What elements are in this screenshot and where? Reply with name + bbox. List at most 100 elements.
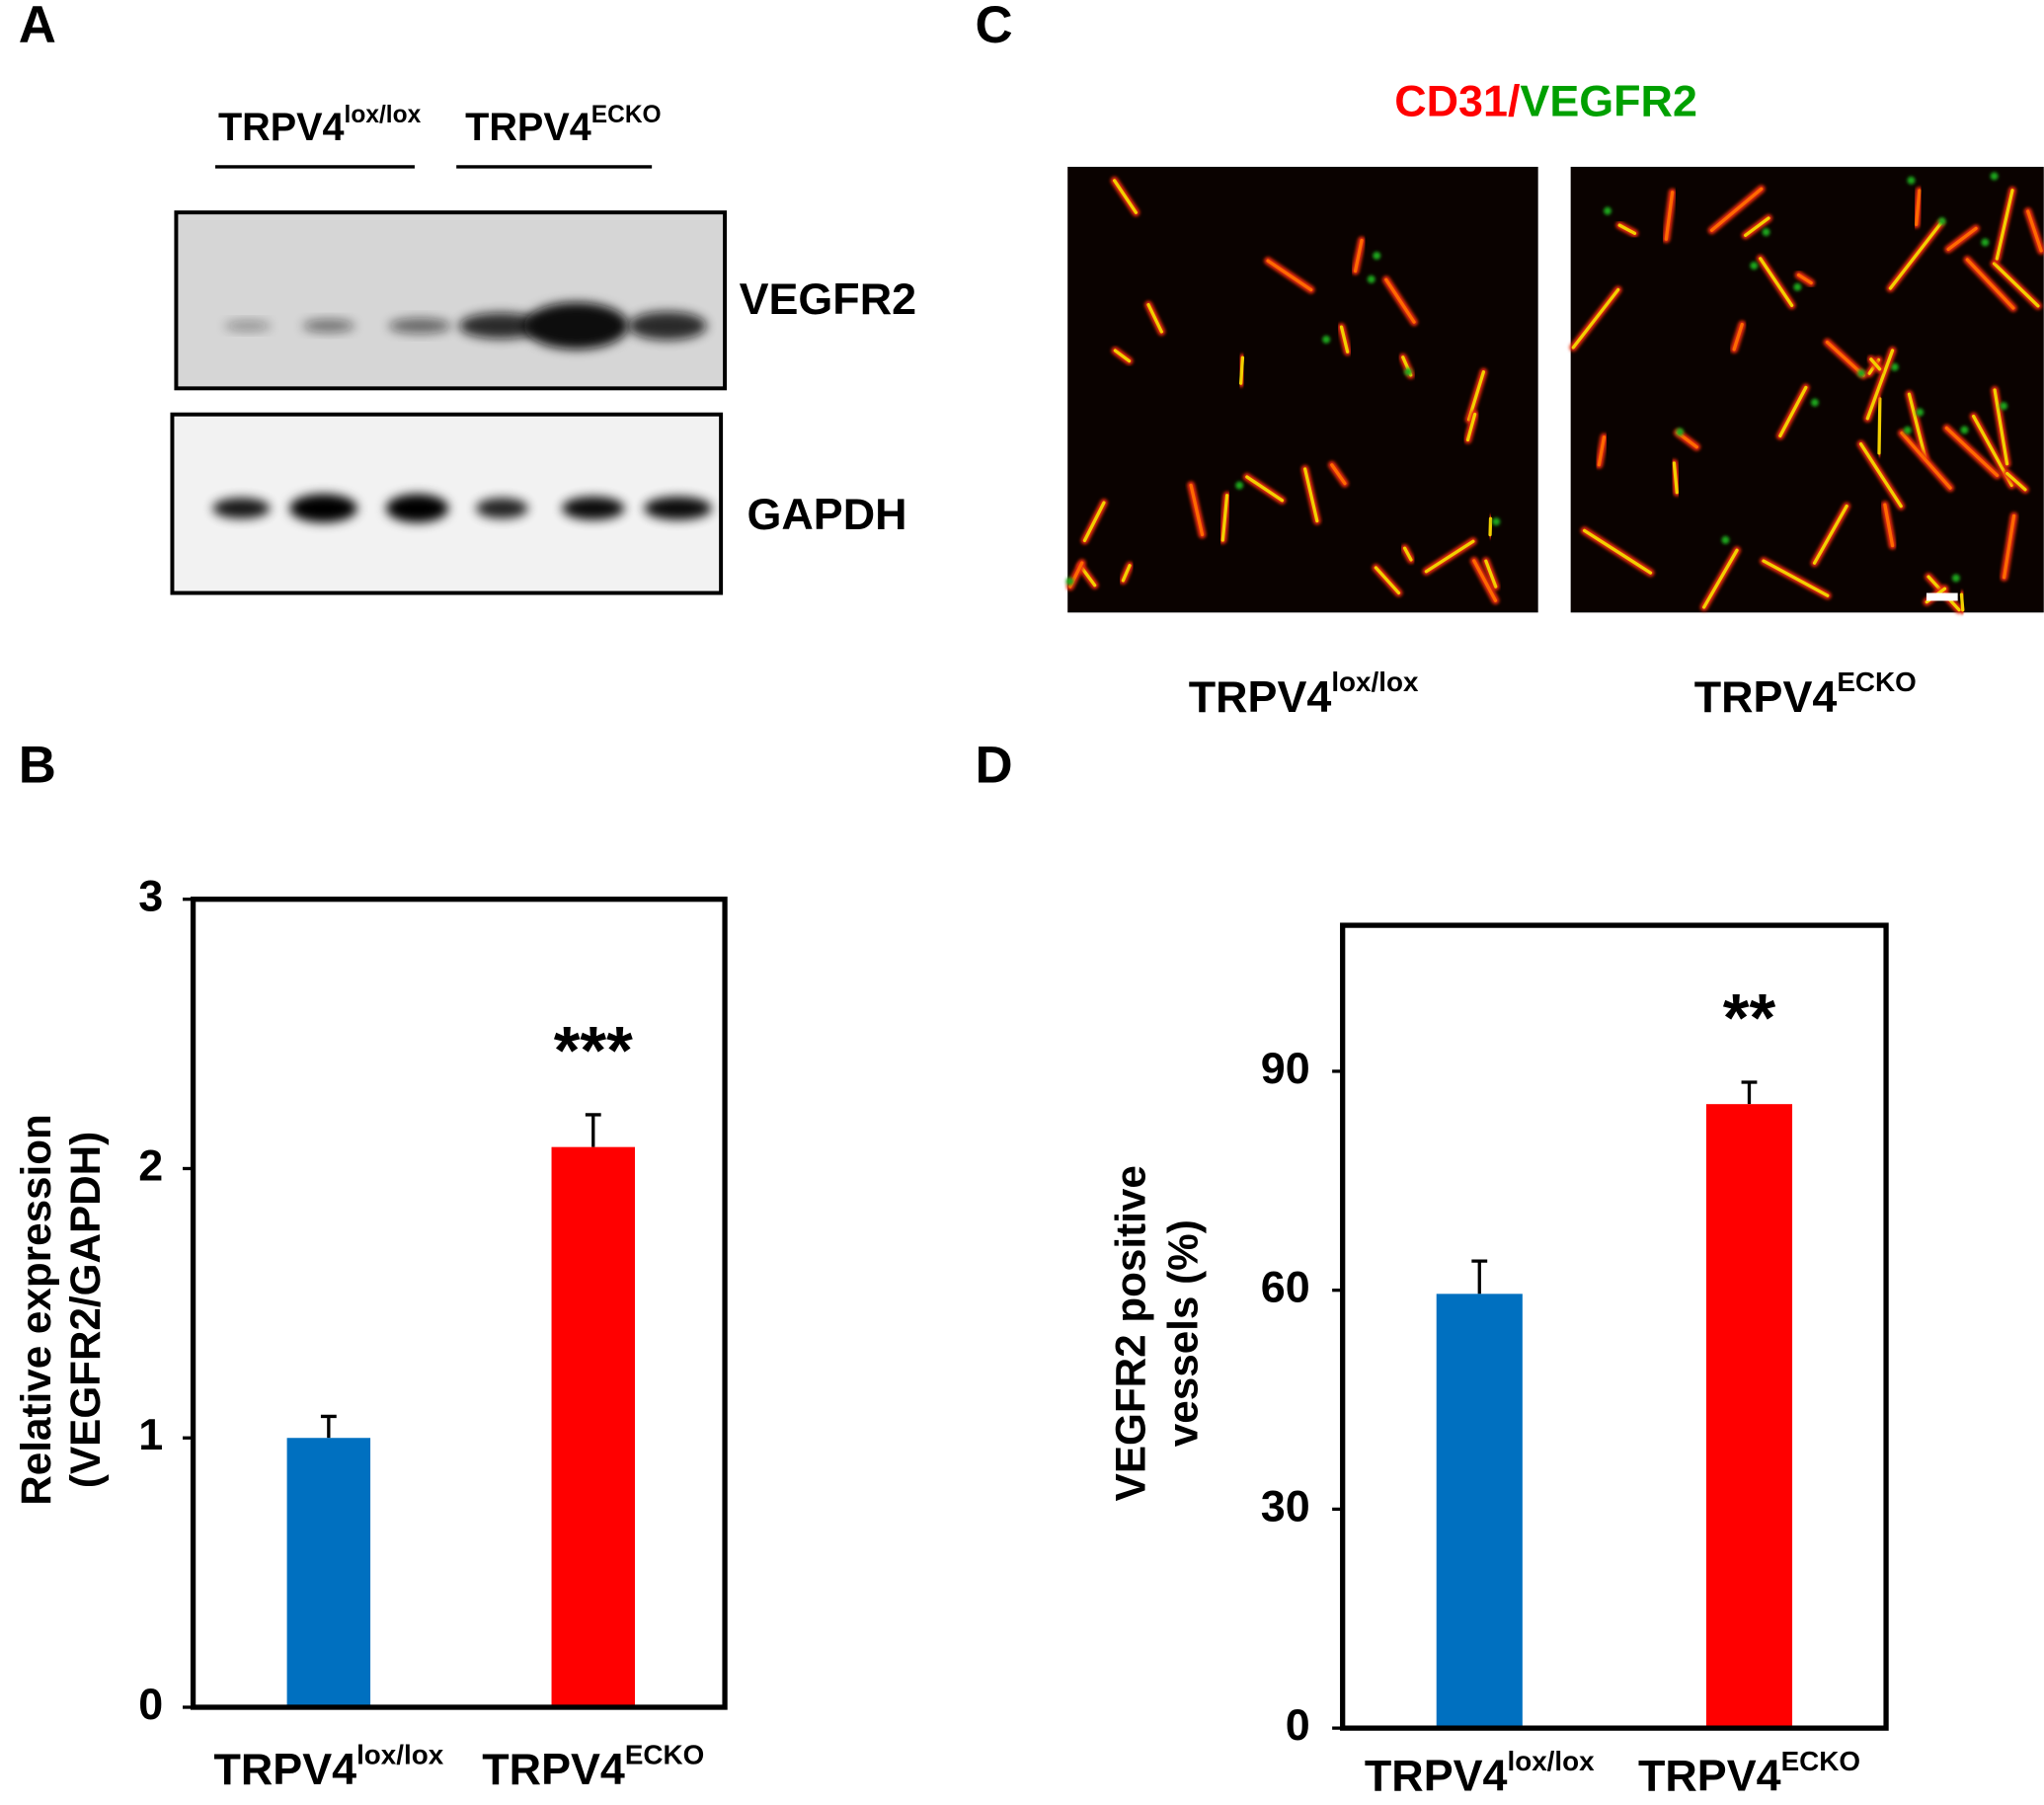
panel-label: B bbox=[19, 737, 56, 795]
vessel-core bbox=[1617, 223, 1637, 235]
green-signal bbox=[1322, 335, 1331, 344]
stain-title-part: CD31/ bbox=[1394, 75, 1521, 125]
vessel-core bbox=[1744, 216, 1770, 237]
green-signal bbox=[1916, 408, 1925, 417]
vessel-core bbox=[1888, 221, 1942, 290]
vessel-core bbox=[1238, 355, 1245, 385]
y-tick-label: 0 bbox=[138, 1679, 163, 1729]
vessel-core bbox=[1709, 187, 1764, 232]
panel-label: D bbox=[975, 737, 1012, 795]
vessel-core bbox=[1796, 273, 1813, 285]
bar bbox=[1436, 1294, 1523, 1729]
vessel-core bbox=[1900, 431, 1952, 490]
green-signal bbox=[1762, 228, 1770, 236]
y-tick-label: 90 bbox=[1261, 1043, 1310, 1093]
image-label: TRPV4lox/lox bbox=[1189, 667, 1419, 721]
blot-panel bbox=[174, 210, 728, 391]
vessel-core bbox=[2005, 471, 2027, 492]
y-tick-label: 3 bbox=[138, 871, 163, 921]
label-superscript: ECKO bbox=[1837, 667, 1916, 697]
vessel-core bbox=[1353, 238, 1364, 274]
vessel-core bbox=[1664, 191, 1675, 241]
x-tick-label: TRPV4lox/lox bbox=[1365, 1746, 1595, 1800]
vessel-core bbox=[1858, 442, 1903, 509]
vessel-core bbox=[1484, 559, 1498, 589]
vessel-core bbox=[1597, 435, 1607, 467]
vessel-core bbox=[1121, 564, 1132, 583]
vessel-core bbox=[1472, 559, 1498, 602]
label-superscript: lox/lox bbox=[345, 103, 422, 129]
y-tick-label: 30 bbox=[1261, 1480, 1310, 1530]
bar bbox=[1705, 1104, 1793, 1729]
micrograph bbox=[1067, 166, 1538, 613]
green-signal bbox=[1903, 426, 1912, 434]
scale-bar bbox=[1926, 592, 1958, 601]
blot-row-label: GAPDH bbox=[747, 489, 907, 539]
green-signal bbox=[1404, 367, 1412, 376]
vessel-core bbox=[1330, 463, 1347, 486]
y-tick-label: 1 bbox=[138, 1409, 163, 1459]
vessel-core bbox=[1959, 592, 1965, 612]
vessel-core bbox=[1189, 483, 1205, 537]
label-superscript: ECKO bbox=[625, 1740, 704, 1770]
label-main: TRPV4 bbox=[213, 1744, 356, 1794]
blot-group-label: TRPV4lox/lox bbox=[218, 103, 422, 150]
vessel-core bbox=[1384, 277, 1416, 324]
x-tick-label: TRPV4ECKO bbox=[482, 1740, 704, 1794]
vessel-core bbox=[2026, 209, 2043, 253]
bar bbox=[551, 1146, 636, 1708]
green-signal bbox=[1960, 426, 1969, 434]
green-signal bbox=[1492, 517, 1501, 526]
blot-band bbox=[523, 302, 629, 350]
vessel-core bbox=[1220, 494, 1229, 542]
vessel-core bbox=[1869, 357, 1882, 371]
vessel-core bbox=[1965, 258, 2015, 310]
green-signal bbox=[1951, 574, 1960, 583]
stain-title-part: VEGFR2 bbox=[1520, 75, 1696, 125]
vessel-core bbox=[1865, 349, 1895, 421]
label-main: TRPV4 bbox=[1694, 671, 1838, 722]
image-label: TRPV4ECKO bbox=[1694, 667, 1917, 721]
vessel-core bbox=[1582, 528, 1653, 575]
label-superscript: lox/lox bbox=[1331, 667, 1419, 697]
green-signal bbox=[1907, 176, 1916, 185]
y-tick-label: 2 bbox=[138, 1139, 163, 1190]
label-superscript: ECKO bbox=[591, 103, 662, 129]
green-signal bbox=[1981, 238, 1990, 247]
label-main: TRPV4 bbox=[218, 106, 345, 149]
blot-band bbox=[628, 311, 707, 341]
green-signal bbox=[1750, 262, 1759, 271]
vessel-core bbox=[1762, 559, 1830, 597]
green-signal bbox=[1367, 275, 1376, 283]
blot-band bbox=[644, 496, 712, 520]
label-main: TRPV4 bbox=[465, 106, 591, 149]
vessel-core bbox=[1112, 179, 1139, 214]
label-superscript: lox/lox bbox=[356, 1740, 444, 1770]
blot-band bbox=[475, 498, 528, 519]
blot-band bbox=[224, 320, 272, 332]
y-axis-label: (VEGFR2/GAPDH) bbox=[62, 1132, 109, 1488]
vessel-core bbox=[1082, 501, 1106, 543]
vessel-core bbox=[1571, 287, 1620, 350]
green-signal bbox=[1856, 369, 1865, 377]
green-signal bbox=[1810, 398, 1819, 407]
y-tick-label: 60 bbox=[1261, 1262, 1310, 1312]
plot-frame bbox=[190, 897, 728, 1710]
bar bbox=[286, 1438, 371, 1708]
y-axis-label: Relative expression bbox=[13, 1114, 59, 1506]
blot-band bbox=[212, 498, 271, 519]
blot-band bbox=[302, 319, 355, 333]
green-signal bbox=[2000, 402, 2008, 411]
x-tick-label: TRPV4lox/lox bbox=[213, 1740, 443, 1794]
label-main: TRPV4 bbox=[1365, 1750, 1508, 1800]
vessel-core bbox=[1339, 325, 1350, 353]
vessel-core bbox=[1915, 189, 1922, 226]
panel-label: C bbox=[975, 0, 1012, 54]
significance-annotation: ** bbox=[1723, 981, 1776, 1057]
plot-frame bbox=[1340, 922, 1889, 1731]
significance-annotation: *** bbox=[554, 1013, 633, 1089]
panel-label: A bbox=[19, 0, 56, 54]
vessel-core bbox=[1883, 503, 1895, 548]
label-main: TRPV4 bbox=[1638, 1750, 1781, 1800]
